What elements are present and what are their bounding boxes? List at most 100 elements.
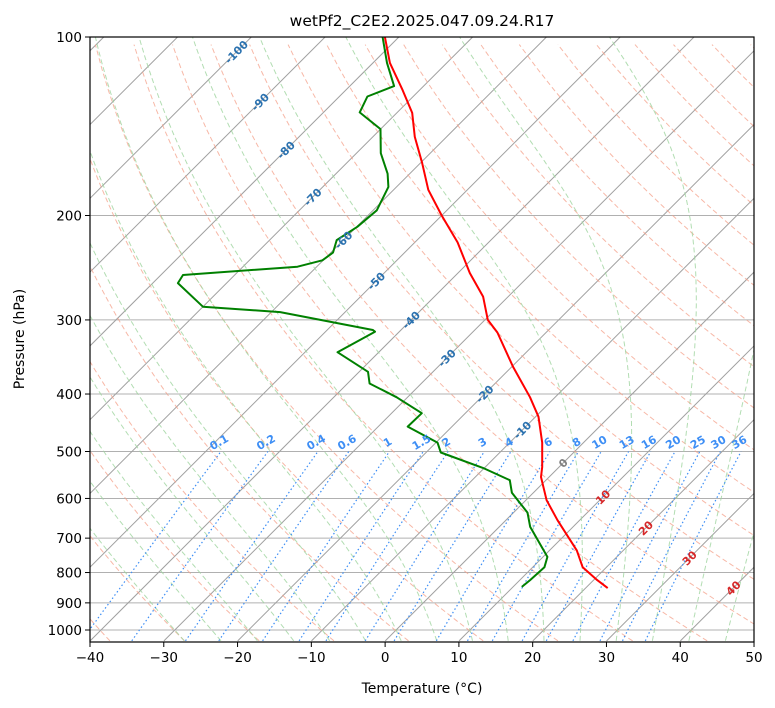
x-tick-label: 20 bbox=[524, 650, 541, 666]
dry-adiabat-line bbox=[172, 44, 708, 642]
line-labels: 0.1 0.2 0.4 0.6 1 1.5 2 3 4 6 8 10 13 16 20 25 30 36-100-… bbox=[208, 38, 750, 599]
isotherm-line bbox=[90, 37, 326, 273]
x-tick-label: 50 bbox=[745, 650, 762, 666]
mixing-ratio-label: 0.4 bbox=[304, 432, 328, 453]
dry-adiabat-line bbox=[518, 44, 754, 286]
dry-adiabat-line bbox=[249, 44, 754, 580]
background-lines bbox=[90, 37, 754, 642]
moist-adiabat-line bbox=[90, 480, 222, 642]
chart-title: wetPf2_C2E2.2025.047.09.24.R17 bbox=[290, 12, 555, 31]
isotherm-line bbox=[90, 37, 474, 421]
mixing-ratio-label: 6 bbox=[542, 435, 555, 450]
mixing-ratio-line bbox=[185, 451, 319, 642]
isotherm-line bbox=[384, 271, 754, 642]
x-tick-label: 10 bbox=[450, 650, 467, 666]
isotherm-line bbox=[311, 197, 754, 642]
y-tick-label: 100 bbox=[56, 30, 82, 46]
dry-adiabat-line bbox=[480, 44, 754, 327]
isotherm-label: -100 bbox=[222, 38, 251, 67]
x-tick-label: −10 bbox=[297, 650, 326, 666]
moist-adiabat-line bbox=[609, 37, 697, 641]
mixing-ratio-line bbox=[325, 451, 449, 642]
dry-adiabat-line bbox=[711, 44, 754, 88]
isotherm-line bbox=[90, 37, 621, 568]
isotherm-line bbox=[90, 37, 400, 347]
isotherm-line bbox=[753, 640, 754, 641]
moist-adiabat-line bbox=[192, 37, 509, 641]
plot-frame bbox=[89, 36, 755, 643]
mixing-ratio-label: 1.5 bbox=[410, 432, 433, 453]
isotherm-line bbox=[90, 37, 695, 642]
dry-adiabat-line bbox=[94, 44, 559, 642]
mixing-ratio-label: 2 bbox=[440, 435, 453, 450]
moist-adiabat-line bbox=[90, 149, 402, 642]
dry-adiabat-line bbox=[90, 265, 409, 642]
mixing-ratio-line bbox=[466, 451, 580, 642]
y-tick-label: 500 bbox=[56, 444, 82, 460]
y-tick-label: 1000 bbox=[48, 623, 82, 639]
moist-adiabat-line bbox=[94, 37, 438, 641]
mixing-ratio-label: 0.1 bbox=[208, 432, 231, 453]
isotherm-line bbox=[532, 418, 754, 642]
isotherm-line bbox=[90, 37, 252, 200]
isotherm-line bbox=[163, 50, 754, 642]
x-tick-label: 0 bbox=[381, 650, 390, 666]
mixing-ratio-label: 30 bbox=[709, 433, 729, 452]
y-tick-label: 600 bbox=[56, 491, 82, 507]
isotherm-line bbox=[90, 37, 547, 495]
moist-adiabat-line bbox=[259, 37, 545, 641]
dry-adiabat-line bbox=[90, 449, 260, 642]
mixing-ratio-line bbox=[262, 451, 390, 642]
dry-adiabat-line bbox=[210, 44, 754, 625]
mixing-ratio-label: 20 bbox=[663, 433, 683, 452]
mixing-ratio-label: 13 bbox=[617, 433, 637, 452]
x-tick-label: −30 bbox=[150, 650, 179, 666]
mixing-ratio-line bbox=[218, 451, 350, 642]
isotherm-line bbox=[606, 492, 754, 642]
dry-adiabat-line bbox=[326, 44, 754, 493]
dry-adiabat-line bbox=[90, 360, 335, 642]
mixing-ratio-label: 8 bbox=[570, 435, 583, 450]
mixing-ratio-label: 10 bbox=[590, 433, 610, 452]
dry-adiabat-line bbox=[441, 44, 754, 368]
dry-adiabat-line bbox=[133, 44, 633, 642]
moist-adiabat-line bbox=[90, 314, 331, 642]
dry-adiabat-line bbox=[596, 44, 754, 207]
dry-adiabat-line bbox=[557, 44, 754, 246]
dry-adiabat-line bbox=[287, 44, 754, 537]
dewpoint-profile-line bbox=[176, 37, 549, 588]
x-tick-label: 40 bbox=[672, 650, 689, 666]
dry-adiabat-line bbox=[90, 535, 185, 642]
isotherm-line bbox=[680, 566, 754, 642]
temperature-profile-line bbox=[383, 37, 609, 589]
moist-adiabat-line bbox=[90, 375, 295, 642]
mixing-ratio-line bbox=[298, 451, 424, 642]
dry-adiabat-line bbox=[90, 157, 484, 642]
isotherm-label: 0 bbox=[556, 456, 571, 471]
y-axis-label: Pressure (hPa) bbox=[12, 289, 28, 389]
profile-series bbox=[176, 37, 609, 589]
mixing-ratio-line bbox=[131, 451, 269, 642]
x-tick-label: 30 bbox=[598, 650, 615, 666]
y-tick-label: 800 bbox=[56, 566, 82, 582]
mixing-ratio-line bbox=[393, 451, 512, 642]
moist-adiabat-line bbox=[90, 241, 366, 642]
mixing-ratio-label: 1 bbox=[381, 435, 394, 450]
isotherm-label: -80 bbox=[275, 138, 298, 161]
mixing-ratio-label: 16 bbox=[639, 433, 659, 452]
moist-adiabat-line bbox=[90, 430, 258, 642]
x-tick-label: −20 bbox=[223, 650, 252, 666]
y-tick-label: 300 bbox=[56, 313, 82, 329]
mixing-ratio-line bbox=[364, 451, 485, 642]
moist-adiabat-line bbox=[688, 347, 754, 641]
y-tick-label: 400 bbox=[56, 387, 82, 403]
mixing-ratio-label: 3 bbox=[476, 435, 489, 450]
mixing-ratio-line bbox=[572, 451, 676, 642]
mixing-ratio-line bbox=[521, 451, 630, 642]
moist-adiabat-line bbox=[724, 530, 754, 641]
x-axis-label: Temperature (°C) bbox=[361, 681, 483, 697]
mixing-ratio-line bbox=[90, 451, 222, 631]
moist-adiabat-line bbox=[459, 37, 633, 641]
mixing-ratio-line bbox=[621, 451, 721, 642]
